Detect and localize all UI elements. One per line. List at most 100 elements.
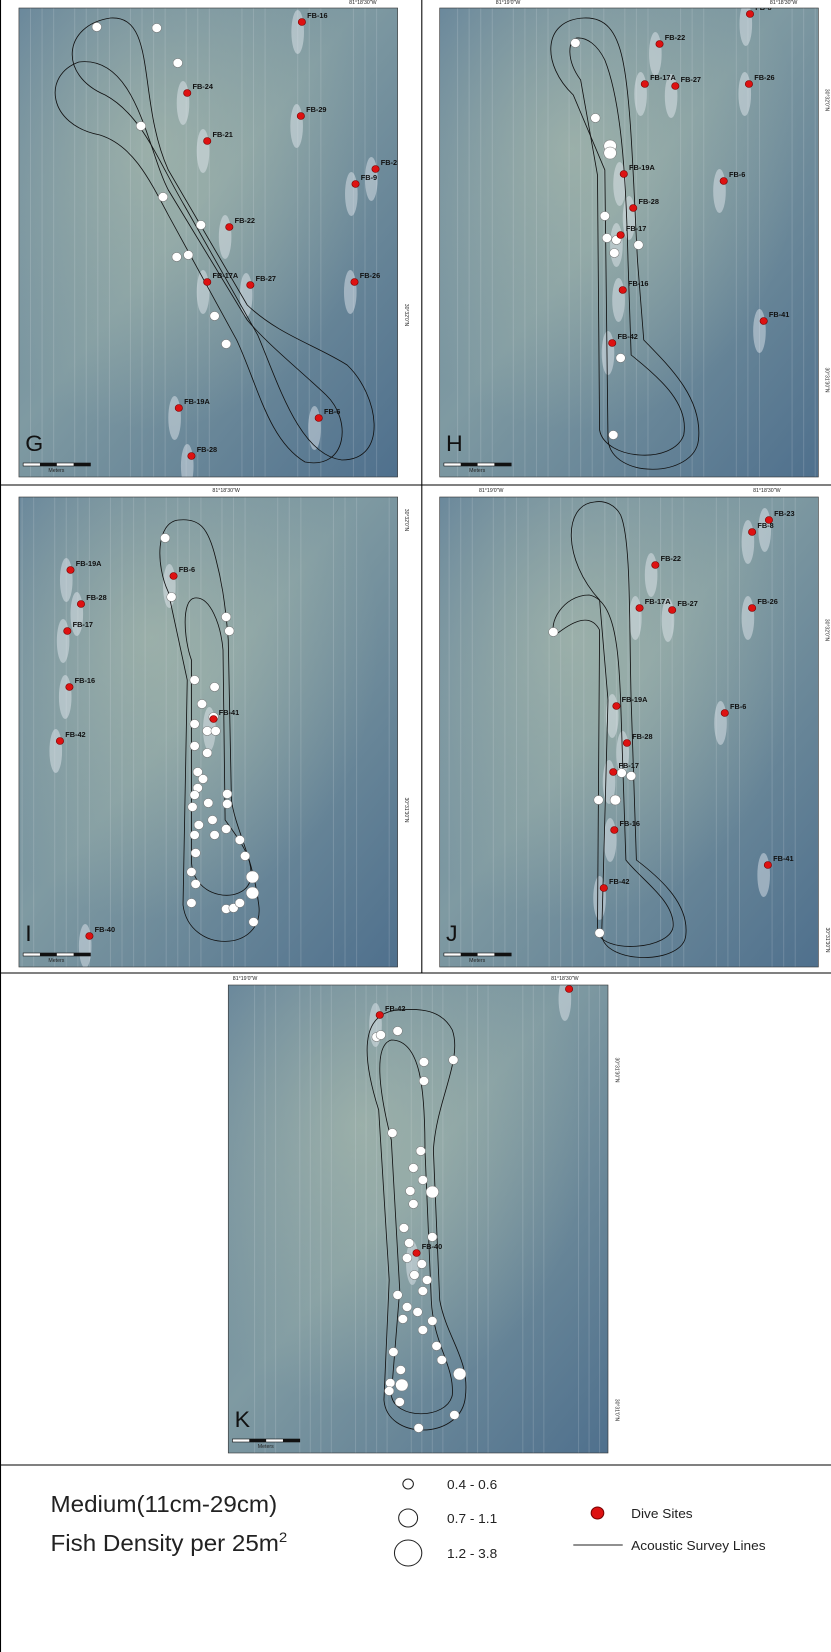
fish-density — [453, 1368, 466, 1380]
dive-site — [641, 81, 648, 88]
dive-site — [611, 827, 618, 834]
dive-site — [748, 605, 755, 612]
reef-patch — [345, 172, 358, 216]
dive-site-label: FB-40 — [95, 926, 115, 934]
dive-site-label: FB-21 — [212, 131, 232, 139]
dive-site-label: FB-17A — [645, 598, 671, 606]
fish-density — [410, 1271, 419, 1280]
map-content: FB-23FB-8FB-22FB-17AFB-27FB-26FB-19AFB-6… — [440, 497, 819, 967]
dive-site — [760, 318, 767, 325]
coordinate-label: 30°32'0"N — [824, 619, 830, 642]
scale-bar-seg — [461, 953, 478, 956]
dive-site-label: FB-24 — [192, 83, 212, 91]
reef-patch — [290, 104, 303, 148]
dive-site — [188, 453, 195, 460]
dive-site — [721, 710, 728, 717]
dive-site — [352, 181, 359, 188]
reef-patch — [291, 10, 304, 54]
fish-density — [204, 799, 213, 808]
scale-label: Meters — [258, 1444, 275, 1450]
fish-density — [418, 1326, 427, 1335]
dive-site — [56, 738, 63, 745]
dive-site — [204, 138, 211, 145]
fish-density — [602, 234, 611, 243]
dive-site — [210, 716, 217, 723]
dive-site — [617, 232, 624, 239]
fish-density — [418, 1176, 427, 1185]
fish-density — [393, 1291, 402, 1300]
fish-density — [396, 1366, 405, 1375]
fish-density — [191, 880, 200, 889]
legend-dive-dot — [591, 1507, 604, 1519]
dive-site-label: FB-16 — [620, 820, 640, 828]
fish-density — [432, 1342, 441, 1351]
legend-circle — [399, 1509, 418, 1527]
reef-patch — [649, 32, 662, 76]
reef-patch — [739, 2, 752, 46]
reef-patch — [753, 309, 766, 353]
dive-site — [64, 628, 71, 635]
fish-density — [221, 825, 230, 834]
reef-patch — [163, 564, 176, 608]
legend-bin: 0.4 - 0.6 — [447, 1477, 497, 1492]
fish-density — [190, 791, 199, 800]
dive-site — [672, 83, 679, 90]
dive-site-label: FB-42 — [65, 731, 85, 739]
reef-patch — [219, 215, 232, 259]
dive-site-label: FB-23 — [381, 159, 401, 167]
map-panel: FB-16FB-24FB-29FB-21FB-23FB-9FB-22FB-17A… — [19, 0, 409, 488]
reef-patch — [559, 977, 572, 1021]
dive-site — [372, 166, 379, 173]
dive-site — [86, 933, 93, 940]
fish-density — [419, 1058, 428, 1067]
fish-density — [197, 700, 206, 709]
dive-site — [204, 279, 211, 286]
fish-density — [388, 1129, 397, 1138]
reef-patch — [629, 596, 642, 640]
fish-density — [384, 1387, 393, 1396]
dive-site-label: FB-19A — [629, 164, 655, 172]
reef-patch — [168, 396, 181, 440]
reef-patch — [714, 701, 727, 745]
fish-density — [604, 147, 617, 159]
reef-patch — [49, 729, 62, 773]
fish-density — [450, 1411, 459, 1420]
coordinate-label: 30°32'0"N — [403, 509, 409, 532]
dive-site — [636, 605, 643, 612]
dive-site-label: FB-40 — [422, 1243, 442, 1251]
fish-density — [198, 775, 207, 784]
fish-density — [416, 1147, 425, 1156]
coordinate-label: 81°18'30"W — [551, 976, 579, 982]
dive-site-label: FB-26 — [754, 74, 774, 82]
fish-density — [395, 1398, 404, 1407]
dive-site-label: FB-42 — [609, 878, 629, 886]
dive-site — [184, 90, 191, 97]
dive-site-label: FB-16 — [307, 12, 327, 20]
fish-density — [393, 1027, 402, 1036]
dive-site — [720, 178, 727, 185]
dive-site-label: FB-41 — [219, 709, 239, 717]
dive-site-label: FB-8 — [757, 522, 773, 530]
fish-density — [187, 868, 196, 877]
dive-site-label: FB-16 — [75, 677, 95, 685]
fish-density — [595, 929, 604, 938]
dive-site — [67, 567, 74, 574]
fish-density — [594, 796, 603, 805]
reef-patch — [610, 223, 623, 267]
dive-site — [610, 769, 617, 776]
dive-site-label: FB-17 — [619, 762, 639, 770]
map-panel: FB-19AFB-6FB-28FB-17FB-16FB-41FB-42FB-40… — [19, 488, 409, 968]
scale-bar-seg — [249, 1439, 266, 1442]
fish-density — [419, 1077, 428, 1086]
fish-density — [173, 59, 182, 68]
dive-site — [623, 740, 630, 747]
reef-patch — [60, 558, 73, 602]
coordinate-label: 30°31'30"N — [824, 928, 830, 953]
dive-site — [297, 113, 304, 120]
fish-density — [92, 23, 101, 32]
dive-site-label: FB-9 — [361, 174, 377, 182]
coordinate-label: 81°18'30"W — [212, 488, 240, 494]
dive-site-label: FB-28 — [639, 198, 659, 206]
scale-bar-seg — [461, 463, 478, 466]
scale-bar-seg — [74, 953, 91, 956]
